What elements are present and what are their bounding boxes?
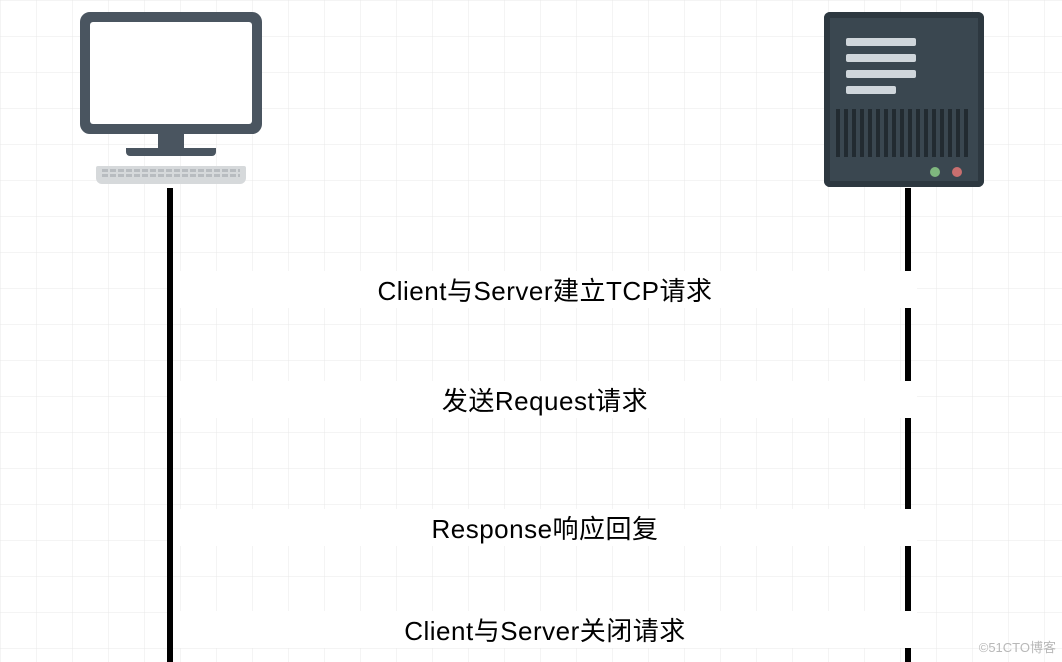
server-lifeline <box>905 188 911 662</box>
server-slot <box>846 86 896 94</box>
message-label: 发送Request请求 <box>173 381 917 418</box>
server-led-green <box>930 167 940 177</box>
message-label: Client与Server建立TCP请求 <box>173 271 917 308</box>
client-computer-icon <box>80 12 262 184</box>
message-label: Response响应回复 <box>173 509 917 546</box>
server-icon <box>824 12 984 187</box>
server-vents <box>836 109 972 157</box>
server-slot <box>846 54 916 62</box>
message-label-text: Response响应回复 <box>423 509 666 546</box>
message-label-text: Client与Server关闭请求 <box>396 611 694 648</box>
monitor-icon <box>80 12 262 134</box>
monitor-base <box>126 148 216 156</box>
message-label: Client与Server关闭请求 <box>173 611 917 648</box>
message-label-text: Client与Server建立TCP请求 <box>369 271 720 308</box>
monitor-screen <box>90 22 252 124</box>
server-led-red <box>952 167 962 177</box>
watermark: ©51CTO博客 <box>979 637 1056 656</box>
server-slot <box>846 70 916 78</box>
server-slot <box>846 38 916 46</box>
client-lifeline <box>167 188 173 662</box>
monitor-neck <box>158 134 184 148</box>
message-label-text: 发送Request请求 <box>434 381 656 418</box>
keyboard-icon <box>96 166 246 184</box>
sequence-diagram: Client与Server建立TCP请求发送Request请求 Response响… <box>0 0 1062 662</box>
